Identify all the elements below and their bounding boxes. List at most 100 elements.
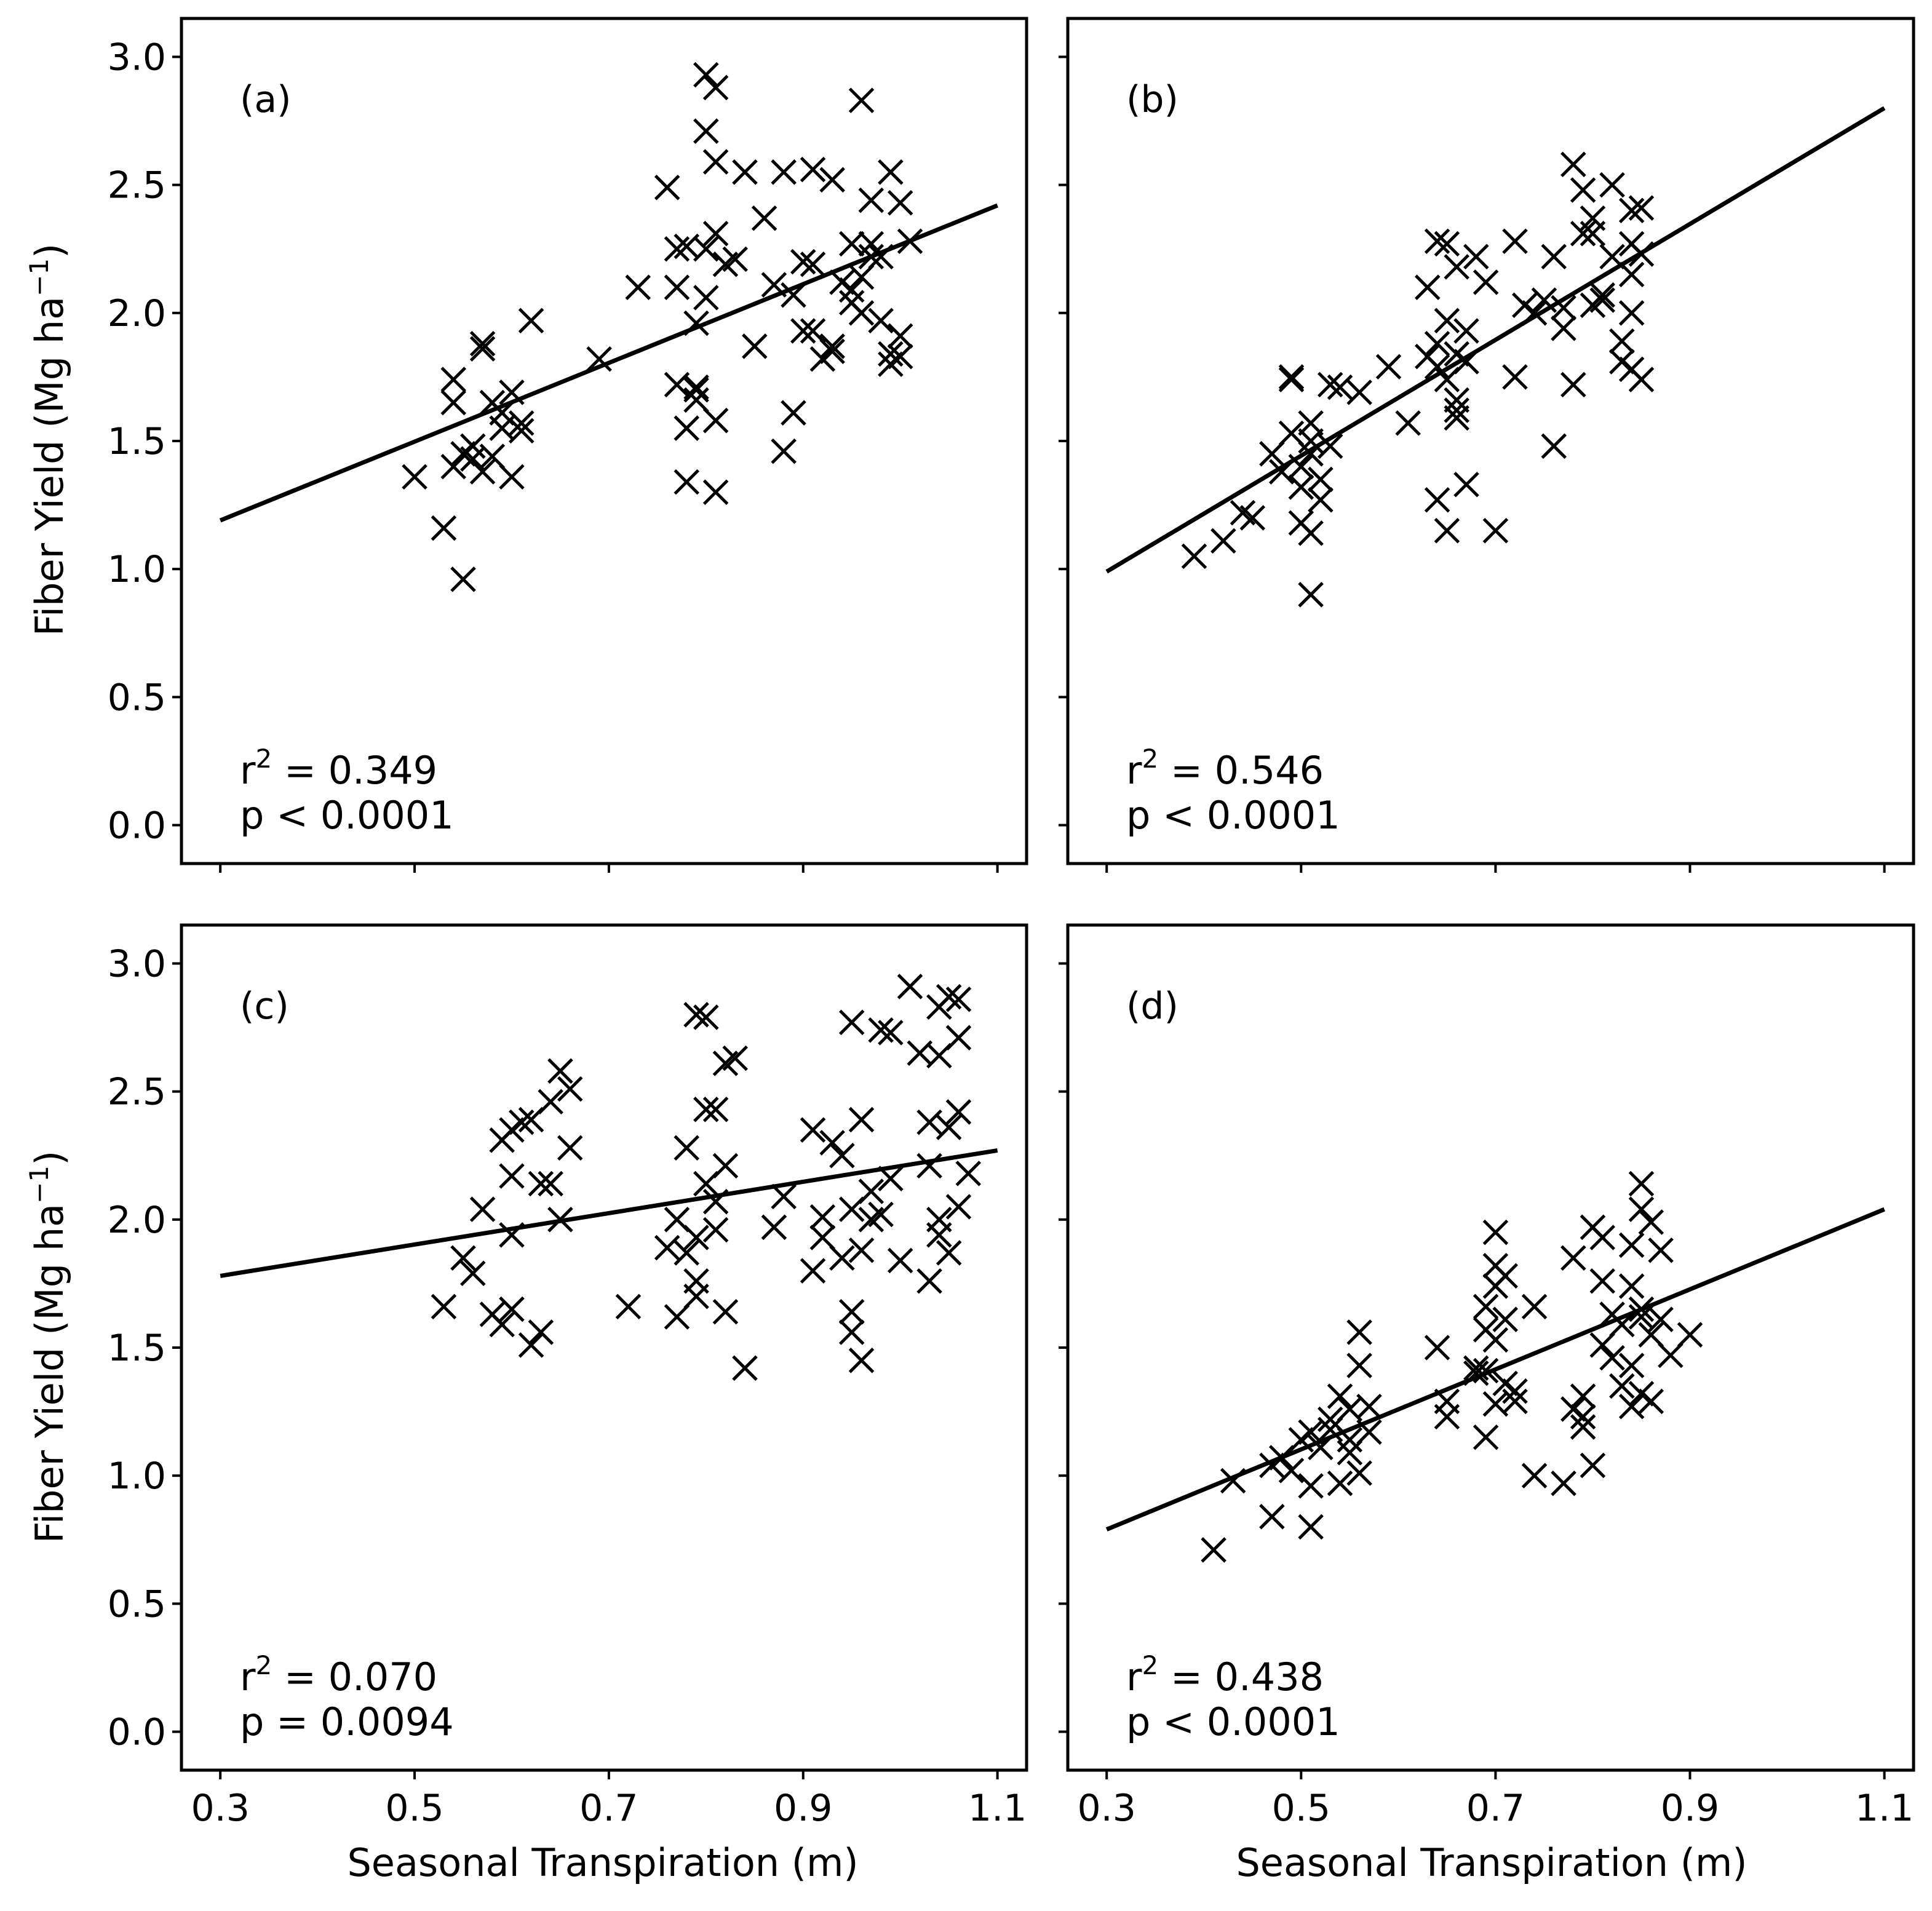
panel-a-ytick-label: 2.5 [108, 164, 166, 207]
panel-a-data-point [440, 453, 466, 480]
panel-c-data-point [702, 1097, 729, 1122]
panel-b-data-point [1551, 295, 1576, 321]
panel-b-data-point [1239, 505, 1266, 531]
panel-d-data-point [1259, 1504, 1285, 1530]
panel-a-data-point [654, 175, 680, 201]
panel-a-data-point [460, 433, 486, 459]
panel-b-data-point [1395, 410, 1421, 436]
panel-c-xtick-label: 0.7 [579, 1787, 638, 1830]
panel-d-data-point [1521, 1463, 1548, 1488]
panel-d-data-point [1580, 1452, 1606, 1479]
panel-a-data-point [790, 318, 816, 344]
panel-a-data-point [771, 159, 797, 185]
panel-d-data-point [1346, 1353, 1372, 1378]
panel-c-data-point [674, 1135, 700, 1161]
y-axis-label-bottom-text: Fiber Yield (Mg ha [27, 1204, 72, 1543]
panel-b-data-point [1327, 374, 1353, 400]
panel-b-data-point [1473, 269, 1499, 295]
panel-b-data-point [1609, 328, 1635, 354]
panel-c-r2: r2 = 0.070 [240, 1650, 437, 1699]
panel-c-data-point [615, 1293, 642, 1320]
panel-b-data-point [1502, 364, 1528, 390]
panel-d-data-point [1327, 1383, 1353, 1409]
panel-a-data-point [664, 274, 690, 300]
panel-a-data-point [431, 515, 457, 541]
panel-c-data-point [674, 1240, 700, 1266]
panel-a-data-point [887, 343, 913, 370]
panel-a-ytick-label: 1.0 [108, 548, 166, 591]
panel-c-data-point [431, 1293, 457, 1320]
panel-b-data-point [1444, 254, 1469, 280]
panel-c-ytick-label: 3.0 [108, 942, 166, 985]
panel-c-data-point [557, 1135, 583, 1161]
panel-c-data-point [518, 1332, 544, 1358]
panel-d-data-point [1337, 1439, 1363, 1466]
panel-d-xtick-label: 0.3 [1078, 1787, 1136, 1830]
panel-b-data-point [1434, 308, 1460, 334]
panel-b-r2: r2 = 0.546 [1126, 744, 1324, 793]
x-axis-label-left: Seasonal Transpiration (m) [347, 1840, 858, 1885]
panel-d-data-point [1658, 1342, 1684, 1369]
panel-d-data-point [1570, 1414, 1596, 1440]
y-axis-label-top-close: ) [27, 244, 72, 258]
panel-b-data-point [1278, 367, 1305, 392]
panel-c-data-point [683, 1225, 709, 1250]
panel-c-data-point [508, 1109, 535, 1135]
panel-c-data-point [936, 983, 962, 1010]
panel-b-data-point [1210, 528, 1236, 554]
panel-a-r2: r2 = 0.349 [240, 744, 437, 793]
panel-b-data-point [1628, 367, 1655, 392]
panel-d-data-point [1521, 1293, 1548, 1320]
panel-b-data-point [1308, 466, 1334, 493]
panel-d-data-point [1677, 1322, 1703, 1348]
panel-a-regression-line [219, 203, 998, 523]
panel-c-data-point [557, 1076, 583, 1102]
panel-d-data-point [1618, 1353, 1645, 1378]
panel-c-xtick-label: 0.9 [774, 1787, 832, 1830]
panel-a-ytick-label: 3.0 [108, 36, 166, 79]
panel-a-data-point [819, 167, 845, 193]
panel-c-data-point [809, 1204, 836, 1230]
panel-d-data-point [1599, 1345, 1625, 1371]
y-axis-label-top-sup: −1 [24, 258, 54, 296]
panel-b-data-point [1541, 433, 1567, 459]
panel-c-data-point [936, 1240, 962, 1266]
panel-d-data-point [1201, 1537, 1226, 1563]
panel-c-ytick-label: 0.5 [108, 1583, 166, 1626]
panel-a-data-point [742, 333, 768, 359]
panel-c-data-point [809, 1225, 836, 1250]
panel-a-data-point [819, 338, 845, 365]
panel-d-data-point [1298, 1514, 1324, 1540]
panel-d-data-point [1317, 1416, 1343, 1443]
panel-c-data-point [722, 1045, 748, 1071]
panel-d-xtick-label: 0.5 [1272, 1787, 1330, 1830]
panel-c-data-point [926, 1222, 952, 1248]
panel-c-label: (c) [240, 985, 289, 1028]
panel-c-data-point [499, 1163, 525, 1189]
panel-a-data-point [878, 341, 904, 367]
panel-b-data-point [1580, 205, 1606, 231]
panel-c-data-point [528, 1319, 554, 1345]
panel-a-data-point [848, 87, 875, 114]
panel-a-data-point [732, 159, 758, 185]
panel-c-data-point [469, 1196, 496, 1222]
panel-b-data-point [1444, 397, 1469, 423]
panel-c-data-point [838, 1009, 865, 1035]
panel-c-data-point [897, 974, 923, 999]
panel-c-data-point [848, 1106, 875, 1133]
panel-a-ytick-label: 2.0 [108, 292, 166, 335]
panel-d-data-point [1589, 1332, 1616, 1358]
panel-c-data-point [499, 1296, 525, 1322]
panel-b-data-point [1541, 244, 1567, 269]
panel-b-data-point [1482, 517, 1509, 544]
panel-a-data-point [838, 277, 865, 303]
panel-b-data-point [1599, 172, 1625, 198]
panel-b-data-point [1424, 354, 1450, 380]
panel-a-data-point [800, 318, 826, 344]
panel-d-data-point [1492, 1263, 1518, 1289]
panel-c-data-point [528, 1170, 554, 1197]
panel-c-data-point [945, 986, 972, 1012]
panel-b-data-point [1434, 517, 1460, 544]
